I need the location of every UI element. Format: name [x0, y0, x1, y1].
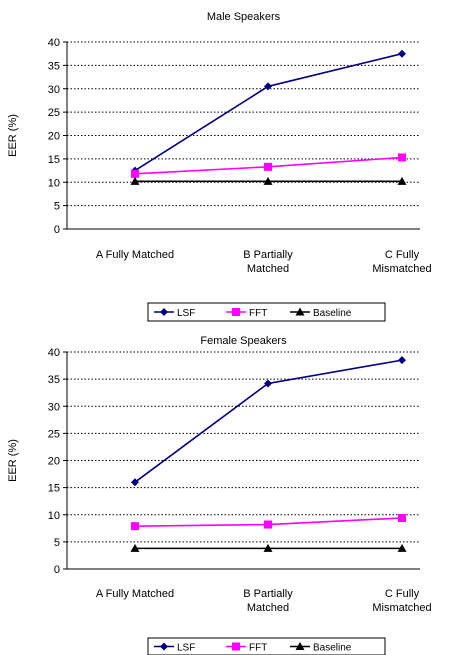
legend-marker — [232, 642, 240, 651]
data-point — [264, 520, 272, 529]
y-tick-label: 5 — [54, 537, 60, 549]
series-fft — [131, 153, 406, 178]
series-baseline — [130, 543, 407, 552]
legend-label: FFT — [249, 643, 267, 654]
y-tick-label: 10 — [48, 510, 60, 522]
data-point — [264, 162, 272, 171]
series-baseline — [130, 176, 407, 185]
data-point — [398, 153, 406, 162]
y-tick-label: 40 — [48, 347, 60, 359]
data-point — [398, 514, 406, 523]
legend-marker — [295, 307, 305, 316]
legend-label: LSF — [177, 643, 195, 654]
series-fft — [131, 514, 406, 531]
y-tick-label: 20 — [48, 131, 60, 143]
y-tick-label: 30 — [48, 401, 60, 413]
y-tick-label: 0 — [54, 564, 60, 576]
legend: LSF FFT Baseline — [147, 302, 386, 322]
y-tick-label: 30 — [48, 84, 60, 96]
series-lsf — [131, 356, 406, 487]
data-point — [131, 522, 139, 531]
chart-1: Male Speakers 0 5 10 15 20 25 30 35 40 EER (%) A Fu… — [7, 11, 432, 322]
y-tick-label: 25 — [48, 428, 60, 440]
y-axis-label: EER (%) — [7, 439, 19, 482]
data-point — [398, 356, 406, 365]
y-tick-label: 35 — [48, 374, 60, 386]
x-category-label: C Fully Mismatched — [372, 588, 431, 614]
data-point — [264, 82, 272, 91]
legend-label: Baseline — [313, 308, 352, 319]
x-category-label: A Fully Matched — [96, 249, 174, 261]
legend-label: LSF — [177, 308, 195, 319]
x-category-label: B Partially Matched — [243, 249, 293, 275]
chart-2: Female Speakers 0 5 10 15 20 25 30 35 40 EER (%) A … — [7, 335, 432, 655]
chart-title: Female Speakers — [200, 335, 287, 347]
y-tick-label: 10 — [48, 177, 60, 189]
y-tick-label: 25 — [48, 107, 60, 119]
y-tick-label: 40 — [48, 37, 60, 49]
data-point — [130, 543, 140, 552]
y-tick-label: 20 — [48, 456, 60, 468]
data-point — [397, 176, 407, 185]
chart-title: Male Speakers — [207, 11, 281, 23]
legend-marker — [160, 308, 168, 316]
legend-label: Baseline — [313, 643, 352, 654]
legend-marker — [232, 308, 240, 316]
data-point — [131, 478, 139, 487]
x-category-label: C Fully Mismatched — [372, 249, 431, 275]
data-point — [264, 379, 272, 388]
x-category-label: B Partially Matched — [243, 588, 293, 614]
y-tick-label: 5 — [54, 201, 60, 213]
legend-box — [147, 637, 386, 655]
legend-label: FFT — [249, 308, 267, 319]
legend-box — [147, 302, 386, 322]
y-tick-label: 0 — [54, 224, 60, 236]
data-point — [398, 49, 406, 58]
legend-marker — [160, 642, 168, 651]
series-line — [134, 359, 403, 483]
x-category-label: A Fully Matched — [96, 588, 174, 600]
legend-marker — [295, 642, 305, 650]
y-tick-label: 15 — [48, 483, 60, 495]
y-tick-label: 15 — [48, 154, 60, 166]
y-axis-label: EER (%) — [7, 114, 19, 157]
data-point — [263, 176, 273, 185]
data-point — [397, 543, 407, 552]
data-point — [130, 176, 140, 185]
y-tick-label: 35 — [48, 60, 60, 72]
data-point — [263, 543, 273, 552]
data-point — [131, 169, 139, 178]
legend: LSF FFT Baseline — [147, 637, 386, 655]
